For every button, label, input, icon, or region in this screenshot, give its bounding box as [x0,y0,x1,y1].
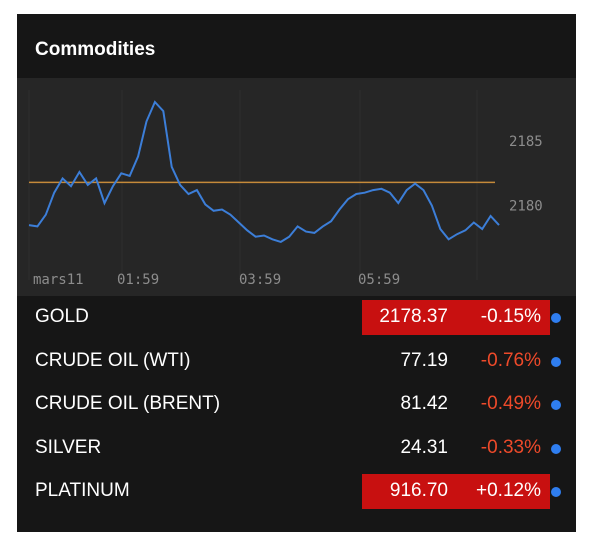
commodity-name: GOLD [35,306,89,327]
y-tick-label: 2185 [509,134,543,150]
commodity-change: -0.15% [480,306,541,327]
commodity-price: 24.31 [400,436,448,458]
y-tick-label: 2180 [509,199,543,215]
price-highlight [362,300,550,335]
commodity-price: 77.19 [400,349,448,371]
commodity-row-crude-oil-wti[interactable]: CRUDE OIL (WTI) 77.19 -0.76% [17,340,576,384]
status-dot-icon [551,400,561,410]
commodity-change: +0.12% [476,480,541,501]
x-tick-label: mars11 [33,272,84,288]
commodity-row-silver[interactable]: SILVER 24.31 -0.33% [17,427,576,471]
commodity-price: 916.70 [389,480,448,501]
commodity-row-platinum[interactable]: PLATINUM 916.70 +0.12% [17,470,576,514]
series-line [28,100,500,243]
price-chart[interactable]: 2185 2180 mars11 01:59 03:59 05:59 [17,78,576,296]
commodity-change: -0.76% [480,349,541,371]
x-tick-label: 03:59 [239,272,281,288]
commodity-list: GOLD 2178.37 -0.15% CRUDE OIL (WTI) 77.1… [17,296,576,514]
commodity-row-gold[interactable]: GOLD 2178.37 -0.15% [17,296,576,340]
commodity-price: 81.42 [400,393,448,414]
status-dot-icon [551,356,561,367]
x-tick-label: 05:59 [358,272,400,288]
commodity-change: -0.33% [480,436,541,458]
commodity-change: -0.49% [480,393,541,414]
commodity-name: SILVER [35,436,102,458]
commodity-name: PLATINUM [35,480,130,501]
widget-title: Commodities [35,39,156,60]
widget-header: Commodities [17,14,576,78]
chart-svg: 2185 2180 mars11 01:59 03:59 05:59 [28,90,543,288]
x-tick-label: 01:59 [117,272,159,288]
commodity-price: 2178.37 [379,306,448,327]
status-dot-icon [551,487,561,497]
commodity-name: CRUDE OIL (WTI) [35,349,191,371]
commodities-widget: Commodities 2185 2180 mars11 01:59 03:59… [17,14,576,532]
status-dot-icon [551,313,561,323]
price-highlight [362,474,550,509]
commodity-row-crude-oil-brent[interactable]: CRUDE OIL (BRENT) 81.42 -0.49% [17,383,576,427]
status-dot-icon [551,443,561,454]
chart-grid [28,90,478,280]
commodity-name: CRUDE OIL (BRENT) [35,393,221,414]
